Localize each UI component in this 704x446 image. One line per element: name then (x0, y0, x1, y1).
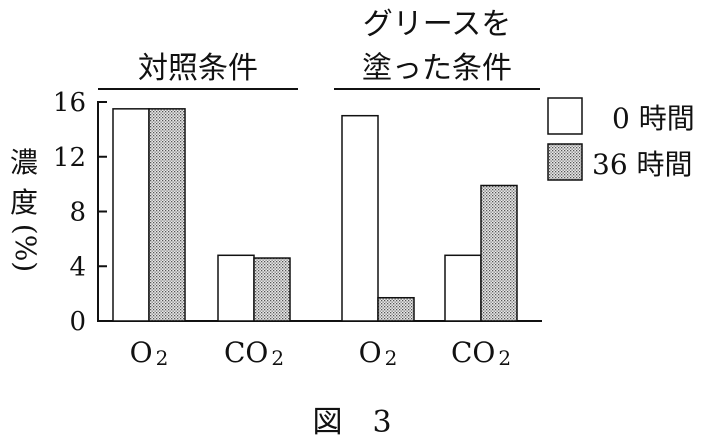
x-category-label: CO 2 (224, 336, 284, 370)
bar-0h (217, 254, 255, 322)
legend-swatch-36h (547, 143, 583, 181)
bar-36h (253, 257, 291, 322)
x-category-label: CO 2 (451, 336, 511, 370)
group-title-control: 対照条件 (138, 51, 258, 86)
y-tick-label: 12 (53, 143, 86, 173)
y-axis-label-char-1: 濃 (10, 146, 38, 179)
legend-label-36h: 36 時間 (592, 148, 693, 181)
y-axis-label-char-2: 度 (10, 186, 38, 219)
y-tick-label: 4 (69, 252, 86, 282)
group-title-grease-line1: グリースを (363, 7, 512, 42)
y-tick-label: 16 (53, 88, 86, 118)
y-tick-label: 0 (69, 307, 86, 337)
bar-36h (377, 296, 415, 322)
legend-swatch-0h (547, 97, 583, 135)
bar-0h (112, 108, 150, 322)
group-title-grease-line2: 塗った条件 (362, 51, 512, 86)
bar-36h (148, 108, 186, 322)
y-axis-label-paren: (%) (9, 224, 42, 272)
bar-36h (480, 184, 518, 322)
y-tick-label: 8 (69, 198, 86, 228)
bar-0h (341, 114, 379, 322)
legend-label-0h: 0 時間 (612, 102, 695, 135)
bar-0h (444, 254, 482, 322)
figure-caption: 図 3 (312, 405, 391, 440)
